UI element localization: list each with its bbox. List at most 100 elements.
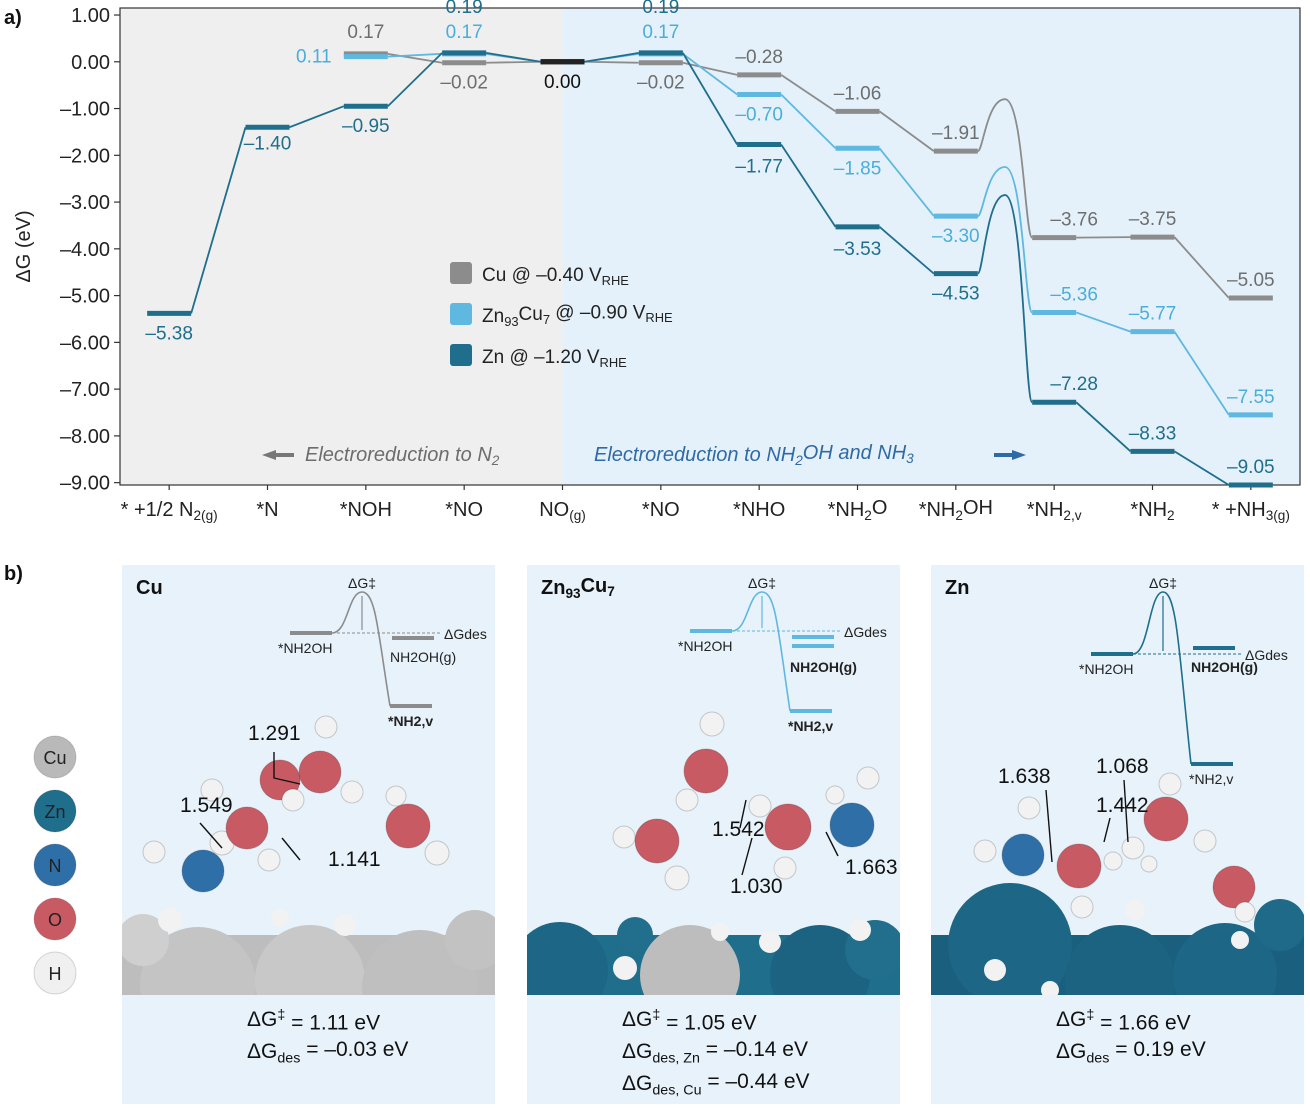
bond-length-label: 1.291 [248,722,301,745]
connector-line [780,144,837,228]
atom-h [675,788,699,812]
connector-line [1075,401,1132,452]
adsorbate-molecules [973,772,1256,923]
mini-gas-label: NH2OH(g) [790,659,857,675]
atom-n [829,802,875,848]
bond-leader-line [1103,817,1111,843]
surface-atom [1041,981,1059,995]
mini-final-label: *NH2,v [788,718,833,734]
bond-length-label: 1.068 [1096,755,1149,778]
surface-atom [640,925,740,995]
x-category-label: * +1/2 N2(g) [121,499,218,523]
x-category-label: NO(g) [539,499,586,523]
atom-o [1056,843,1102,889]
atom-h [856,766,880,790]
connector-line [289,105,345,129]
connector-line [682,52,738,146]
mini-dg-des-label: ΔGdes [844,624,887,640]
x-category-label: *NH2 [1130,499,1174,523]
barrier-curve [976,98,1034,239]
data-label: –4.53 [932,284,980,305]
data-label: –3.76 [1050,210,1098,231]
data-label: –0.28 [735,47,783,68]
atom-h [825,785,845,805]
y-tick-label: –1.00 [60,99,110,121]
panel-a-label: a) [4,7,22,29]
atom-o [385,803,431,849]
bond-length-label: 1.442 [1096,794,1149,817]
y-tick-label: –4.00 [60,239,110,261]
mini-initial-label: *NH2OH [1079,661,1133,677]
y-tick-label: 1.00 [71,5,110,27]
atom-h [1234,901,1256,923]
atom-key-n [33,843,77,887]
data-label: –8.33 [1129,423,1177,444]
x-category-label: *NOH [340,499,392,521]
y-tick-label: –7.00 [60,379,110,401]
region-right-label: Electroreduction to NH2OH and NH3 [594,442,914,468]
y-tick-label: –6.00 [60,332,110,354]
mini-energy-diagram: ΔG‡ ΔGdes *NH2OH NH2OH(g) *NH2,v [1079,575,1288,787]
data-label: –7.28 [1050,374,1098,395]
box-title: Zn [945,577,969,599]
barrier-curve [976,166,1034,314]
atom-key-h [33,951,77,995]
surface-atom [849,919,871,941]
data-label: –3.30 [932,226,980,247]
surface-atom [1125,900,1145,920]
y-axis-label: ΔG (eV) [13,210,35,282]
atom-key-cu [33,735,77,779]
data-label: –5.05 [1227,270,1275,291]
connector-line [878,147,935,217]
energy-equation: ΔGdes, Cu = –0.44 eV [622,1070,810,1098]
mini-dg-ts-label: ΔG‡ [1149,575,1177,591]
legend-swatch [450,303,472,325]
mini-final-label: *NH2,v [1189,771,1233,787]
atom-key-label: Zn [44,802,65,822]
data-label: –0.02 [637,73,685,94]
y-tick-label: 0.00 [71,52,110,74]
atom-h [699,711,725,737]
panel-b-box-3: Zn ΔG‡ ΔGdes *NH2OH NH2OH(g) *NH2,v 1.638 1.068… [931,565,1304,1104]
connector-line [584,60,639,64]
atom-o [1212,865,1256,909]
bond-length-label: 1.542 [712,818,765,841]
atom-o [225,806,269,850]
energy-equation: ΔGdes = –0.03 eV [247,1038,408,1066]
connector-line [387,52,443,107]
y-tick-label: –5.00 [60,286,110,308]
atom-h [1193,829,1217,853]
connector-line [878,226,935,275]
atom-h [973,839,997,863]
bond-leader-line [281,837,301,861]
connector-line [780,74,837,113]
atom-h [773,856,797,880]
data-label: 0.00 [544,72,581,93]
surface-atom [948,883,1072,995]
connector-line [1174,450,1230,486]
bond-length-label: 1.030 [730,875,783,898]
connector-line [1173,236,1230,299]
legend-label: Cu @ –0.40 VRHE [482,265,629,288]
data-label: 0.11 [296,47,332,68]
mini-initial-label: *NH2OH [278,640,332,656]
atom-h [314,715,338,739]
data-label: –1.77 [735,157,783,178]
atom-h [1017,796,1041,820]
data-label: 0.17 [446,22,483,43]
data-label: –1.85 [834,158,882,179]
surface-atom [140,927,256,995]
atom-n [1001,833,1045,877]
series-zn: –5.38 –1.40 –0.95 0.19 0.19 –1.77 –3.53 –4.53 –7… [145,0,1275,488]
connector-line [387,52,443,58]
bond-leader-line [741,837,753,876]
data-label: –0.95 [342,116,390,137]
energy-equation: ΔG‡ = 1.66 eV [1056,1007,1191,1035]
atom-h [1158,772,1182,796]
connector-line [486,52,541,63]
x-category-label: *N [256,499,278,521]
mini-dg-ts-label: ΔG‡ [748,575,776,591]
y-tick-label: –9.00 [60,473,110,495]
data-label: –1.40 [244,133,292,154]
surface-atom [617,917,653,953]
